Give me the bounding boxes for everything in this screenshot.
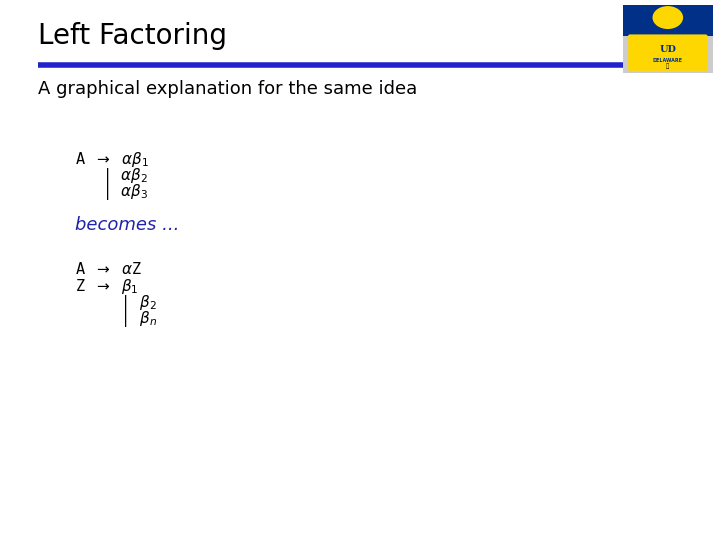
Text: 🎓: 🎓: [666, 63, 670, 69]
Bar: [623, 5, 713, 36]
FancyBboxPatch shape: [628, 35, 707, 71]
Text: A graphical explanation for the same idea: A graphical explanation for the same ide…: [38, 80, 418, 98]
Text: UD: UD: [660, 45, 676, 54]
Text: | $\alpha\beta_3$: | $\alpha\beta_3$: [75, 182, 148, 202]
Circle shape: [652, 6, 683, 29]
Text: A $\rightarrow$ $\alpha$Z: A $\rightarrow$ $\alpha$Z: [75, 261, 142, 277]
Text: DELAWARE: DELAWARE: [653, 58, 683, 63]
Text: Z $\rightarrow$ $\beta_1$: Z $\rightarrow$ $\beta_1$: [75, 277, 139, 296]
Text: becomes ...: becomes ...: [75, 216, 179, 234]
Text: | $\beta_n$: | $\beta_n$: [75, 309, 157, 329]
Text: | $\alpha\beta_2$: | $\alpha\beta_2$: [75, 166, 148, 186]
Text: Left Factoring: Left Factoring: [38, 22, 227, 50]
Text: A $\rightarrow$ $\alpha\beta_1$: A $\rightarrow$ $\alpha\beta_1$: [75, 150, 149, 169]
Text: | $\beta_2$: | $\beta_2$: [75, 293, 157, 313]
